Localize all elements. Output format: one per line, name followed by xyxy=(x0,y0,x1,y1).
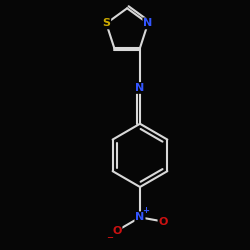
Text: N: N xyxy=(135,212,144,222)
Text: −: − xyxy=(106,233,113,242)
Text: O: O xyxy=(112,226,122,236)
Text: O: O xyxy=(158,216,168,226)
Text: +: + xyxy=(142,206,150,216)
Text: S: S xyxy=(102,18,110,28)
Text: N: N xyxy=(135,83,144,93)
Text: N: N xyxy=(143,18,152,28)
